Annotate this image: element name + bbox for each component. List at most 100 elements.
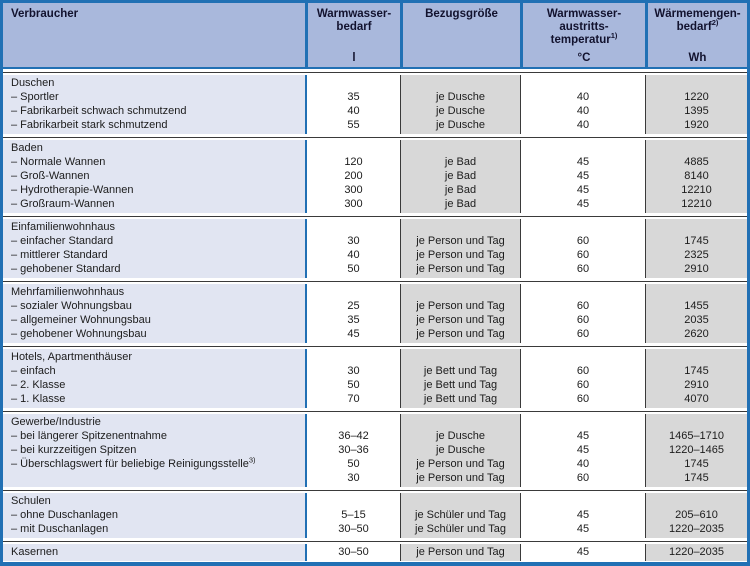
group-column-temp: 60 60 60 [520,219,645,278]
cell-temperature-text: 45 [576,523,590,535]
row-label-text: – gehobener Wohnungsbau [11,328,147,340]
cell-heat-text: 2910 [684,263,709,275]
empty-cell [646,141,747,155]
empty-cell-text [352,351,355,363]
cell-demand: 70 [307,392,400,406]
cell-reference: je Schüler und Tag [401,508,520,522]
group-title-text: Duschen [11,77,55,89]
group-title-text: Mehrfamilienwohnhaus [11,286,125,298]
group-column-demand: 5–15 30–50 [305,493,400,538]
empty-cell-text [695,77,698,89]
column-title-warmwasserbedarf: Warmwasser-bedarf [310,8,398,34]
group-column-demand: 36–42 30–36 50 30 [305,414,400,487]
group-title: Mehrfamilienwohnhaus [3,285,305,299]
cell-demand: 300 [307,183,400,197]
cell-demand-text: 30–50 [338,523,369,535]
empty-cell [521,141,645,155]
cell-reference: je Person und Tag [401,471,520,485]
cell-temperature-text: 60 [576,379,590,391]
cell-temperature: 60 [521,299,645,313]
group-title: Baden [3,141,305,155]
group-column-ref: je Dusche je Dusche je Dusche [400,75,520,134]
empty-cell [307,220,400,234]
cell-demand-text: 30 [347,472,360,484]
group-column-temp: 60 60 60 [520,349,645,408]
cell-reference-text: je Person und Tag [416,546,505,558]
empty-cell [307,350,400,364]
row-label-text: – Normale Wannen [11,156,106,168]
table-group: Schulen – ohne Duschanlagen – mit Duschanl… [3,493,747,538]
row-label-text: – mittlerer Standard [11,249,108,261]
cell-heat-text: 2325 [684,249,709,261]
column-header-austrittstemperatur: Warmwasser-austritts-temperatur1) °C [520,3,645,67]
empty-cell [401,220,520,234]
cell-demand: 40 [307,104,400,118]
cell-demand: 30 [307,364,400,378]
cell-temperature: 60 [521,378,645,392]
cell-reference: je Bad [401,197,520,211]
group-column-heat: 4885 8140 12210 12210 [645,140,747,213]
cell-temperature: 45 [521,155,645,169]
empty-cell [646,415,747,429]
cell-reference-text: je Person und Tag [416,249,505,261]
cell-heat-text: 1220–1465 [668,444,725,456]
cell-demand: 30 [307,234,400,248]
cell-demand-text: 50 [347,263,360,275]
column-header-verbraucher: Verbraucher [3,3,305,67]
group-column-verbraucher: Einfamilienwohnhaus – einfacher Standard –… [3,219,305,278]
group-column-heat: 1455 2035 2620 [645,284,747,343]
row-label: – Normale Wannen [3,155,305,169]
row-label-text: – Fabrikarbeit schwach schmutzend [11,105,187,117]
group-column-ref: je Dusche je Dusche je Person und Tag je Pe… [400,414,520,487]
empty-cell [521,76,645,90]
empty-cell [401,285,520,299]
group-title: Kasernen [3,545,305,559]
cell-temperature-text: 60 [576,300,590,312]
cell-reference: je Person und Tag [401,248,520,262]
cell-temperature-text: 45 [576,430,590,442]
cell-demand-text: 50 [347,379,360,391]
cell-demand-text: 40 [347,249,360,261]
group-column-temp: 40 40 40 [520,75,645,134]
cell-reference-text: je Dusche [436,444,485,456]
cell-reference-text: je Person und Tag [416,314,505,326]
empty-cell [521,494,645,508]
cell-reference: je Bett und Tag [401,364,520,378]
empty-cell [521,285,645,299]
cell-reference: je Dusche [401,118,520,132]
cell-reference: je Person und Tag [401,262,520,276]
row-label: – Fabrikarbeit schwach schmutzend [3,104,305,118]
row-label: – ohne Duschanlagen [3,508,305,522]
cell-reference-text: je Bett und Tag [423,365,498,377]
cell-temperature: 60 [521,392,645,406]
cell-temperature-text: 40 [576,91,590,103]
cell-demand: 30 [307,471,400,485]
column-title-line: bedarf [336,21,372,33]
cell-heat: 2910 [646,262,747,276]
group-column-temp: 45 45 40 60 [520,414,645,487]
cell-heat: 12210 [646,197,747,211]
cell-heat-text: 4885 [684,156,709,168]
group-title: Schulen [3,494,305,508]
cell-temperature-text: 40 [576,458,590,470]
cell-temperature-text: 45 [576,444,590,456]
group-column-temp: 45 45 [520,493,645,538]
cell-temperature: 45 [521,169,645,183]
row-label: – Sportler [3,90,305,104]
cell-reference: je Person und Tag [401,327,520,341]
empty-cell-text [352,142,355,154]
group-title: Hotels, Apartmenthäuser [3,350,305,364]
cell-temperature-text: 60 [576,235,590,247]
empty-cell-text [352,416,355,428]
empty-cell-text [459,351,462,363]
cell-temperature: 40 [521,457,645,471]
cell-heat-text: 2620 [684,328,709,340]
row-label-text: – Großraum-Wannen [11,198,115,210]
cell-temperature-text: 45 [576,509,590,521]
group-column-ref: je Schüler und Tag je Schüler und Tag [400,493,520,538]
cell-reference: je Bad [401,169,520,183]
cell-reference: je Person und Tag [401,457,520,471]
cell-temperature: 60 [521,327,645,341]
cell-heat: 1220 [646,90,747,104]
